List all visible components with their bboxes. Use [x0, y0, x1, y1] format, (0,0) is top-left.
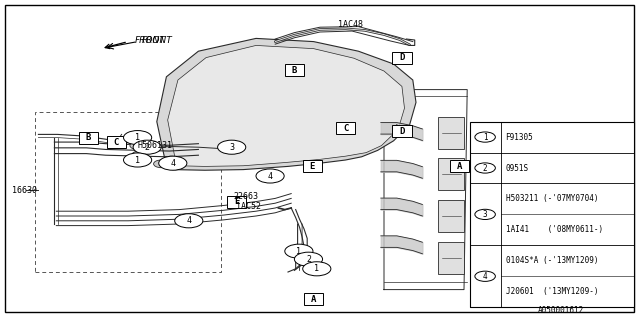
Bar — [35, 112, 221, 272]
Circle shape — [132, 151, 147, 159]
Text: 1AC52: 1AC52 — [236, 202, 260, 211]
Text: C: C — [343, 124, 348, 132]
Text: A: A — [311, 295, 316, 304]
Circle shape — [159, 156, 187, 170]
Bar — [438, 242, 464, 274]
Polygon shape — [157, 38, 416, 170]
Circle shape — [133, 140, 161, 154]
Text: E: E — [310, 162, 315, 171]
Circle shape — [218, 140, 246, 154]
Text: 16630: 16630 — [12, 186, 36, 195]
Text: 0104S*A (-'13MY1209): 0104S*A (-'13MY1209) — [506, 256, 598, 265]
Circle shape — [303, 262, 331, 276]
Text: D: D — [399, 53, 404, 62]
Bar — [79, 132, 98, 144]
Circle shape — [130, 142, 145, 149]
Text: FRONT: FRONT — [142, 36, 173, 44]
Text: A: A — [457, 162, 462, 171]
Bar — [438, 158, 464, 190]
Text: 2: 2 — [145, 143, 150, 152]
Text: 4: 4 — [483, 272, 488, 281]
Circle shape — [475, 132, 495, 142]
Text: B: B — [86, 133, 91, 142]
Text: F91305: F91305 — [506, 132, 533, 141]
Bar — [438, 117, 464, 149]
Text: D: D — [399, 127, 404, 136]
Text: H506131: H506131 — [138, 141, 173, 150]
Text: 4: 4 — [268, 172, 273, 180]
Bar — [304, 293, 323, 305]
Bar — [392, 125, 412, 137]
Text: H503211 (-'07MY0704): H503211 (-'07MY0704) — [506, 195, 598, 204]
Text: FRONT: FRONT — [134, 36, 165, 45]
Circle shape — [475, 163, 495, 173]
Bar — [303, 160, 322, 172]
Text: 1AI41    ('08MY0611-): 1AI41 ('08MY0611-) — [506, 225, 603, 234]
Text: 1: 1 — [296, 247, 301, 256]
Text: 1: 1 — [135, 133, 140, 142]
Bar — [285, 64, 304, 76]
Circle shape — [294, 252, 323, 266]
Text: 4: 4 — [186, 216, 191, 225]
Text: 0951S: 0951S — [506, 164, 529, 172]
Circle shape — [475, 271, 495, 281]
Text: A050001612: A050001612 — [538, 306, 584, 315]
Text: J20601  ('13MY1209-): J20601 ('13MY1209-) — [506, 287, 598, 296]
Text: 1: 1 — [314, 264, 319, 273]
Bar — [107, 136, 126, 148]
Circle shape — [164, 156, 179, 164]
Text: 1AC48: 1AC48 — [338, 20, 363, 28]
Text: 1: 1 — [483, 132, 488, 141]
Circle shape — [256, 169, 284, 183]
Circle shape — [124, 131, 152, 145]
Bar — [392, 52, 412, 64]
Text: 1: 1 — [135, 156, 140, 164]
Bar — [450, 160, 469, 172]
Text: C: C — [114, 138, 119, 147]
Text: 3: 3 — [229, 143, 234, 152]
Circle shape — [175, 214, 203, 228]
Circle shape — [124, 153, 152, 167]
Bar — [227, 196, 246, 208]
Bar — [336, 122, 355, 134]
Circle shape — [475, 209, 495, 220]
Text: E: E — [234, 197, 239, 206]
Text: B: B — [292, 66, 297, 75]
Circle shape — [154, 160, 169, 168]
Bar — [438, 200, 464, 232]
Circle shape — [130, 134, 145, 141]
Text: 3: 3 — [483, 210, 488, 219]
Text: 2: 2 — [483, 164, 488, 172]
Bar — [470, 122, 634, 307]
Text: 2: 2 — [306, 255, 311, 264]
Text: 4: 4 — [170, 159, 175, 168]
Circle shape — [285, 244, 313, 258]
Text: 22663: 22663 — [234, 192, 259, 201]
Polygon shape — [168, 45, 404, 166]
